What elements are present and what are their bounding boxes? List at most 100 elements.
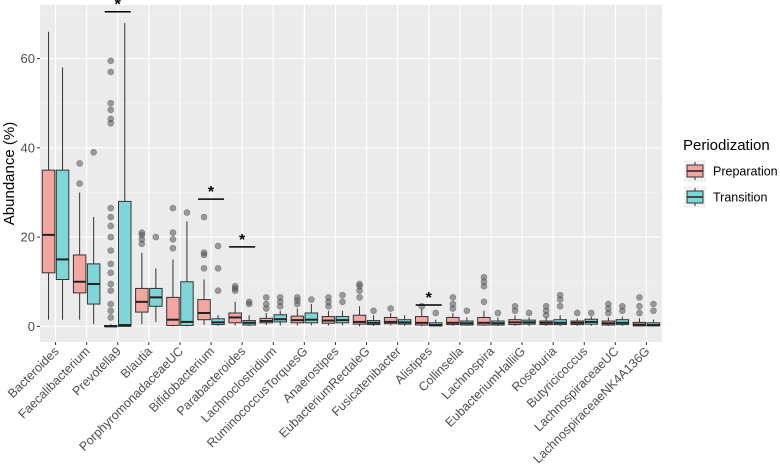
outlier-point — [107, 106, 115, 114]
box-group — [601, 300, 616, 326]
outlier-point — [511, 302, 519, 310]
box-group — [228, 282, 242, 326]
box-group — [335, 291, 350, 326]
box-iqr — [352, 314, 367, 325]
box-group — [429, 309, 443, 327]
legend-title: Periodization — [683, 137, 770, 154]
outlier-point — [650, 300, 657, 308]
significance-star: * — [426, 290, 433, 307]
outlier-point — [370, 307, 377, 315]
y-tick-label: 40 — [21, 140, 35, 155]
outlier-point — [636, 309, 643, 317]
outlier-point — [107, 247, 115, 254]
box-group — [383, 305, 398, 326]
box-group — [646, 300, 661, 327]
box-group — [366, 307, 381, 326]
outlier-point — [449, 300, 457, 308]
box-iqr — [135, 287, 149, 313]
outlier-point — [245, 298, 253, 306]
outlier-point — [107, 115, 115, 123]
box-iqr — [180, 281, 194, 326]
outlier-point — [90, 148, 97, 156]
outlier-point — [463, 307, 471, 315]
outlier-point — [107, 314, 115, 321]
y-tick-label: 20 — [21, 230, 35, 245]
box-group — [584, 309, 598, 326]
box-group — [446, 294, 460, 326]
outlier-point — [449, 294, 457, 301]
outlier-point — [200, 213, 208, 221]
outlier-point — [107, 68, 115, 76]
box-group — [55, 67, 70, 320]
box-iqr — [41, 169, 56, 274]
box-iqr — [304, 312, 319, 324]
box-group — [570, 309, 584, 326]
box-group — [632, 294, 647, 327]
outlier-point — [542, 302, 550, 310]
box-group — [180, 209, 194, 327]
box-group — [321, 294, 336, 326]
box-iqr — [383, 316, 398, 325]
box-iqr — [72, 254, 87, 294]
outlier-point — [200, 265, 208, 272]
outlier-point — [107, 269, 115, 277]
outlier-point — [339, 298, 346, 306]
y-tick-label: 60 — [21, 51, 35, 66]
outlier-point — [525, 309, 533, 317]
box-group — [553, 291, 567, 326]
outlier-point — [636, 302, 643, 310]
outlier-point — [276, 294, 284, 301]
outlier-point — [138, 229, 146, 236]
outlier-point — [107, 57, 115, 65]
outlier-point — [573, 309, 581, 317]
box-group — [352, 280, 367, 327]
box-group — [41, 31, 56, 320]
outlier-point — [605, 300, 612, 308]
outlier-point — [494, 309, 502, 317]
outlier-point — [339, 291, 346, 299]
box-group — [477, 273, 491, 326]
outlier-point — [480, 298, 488, 306]
legend-item-transition: Transition — [684, 186, 767, 208]
box-group — [539, 302, 553, 326]
box-group — [491, 309, 505, 326]
box-group — [211, 242, 225, 326]
box-group — [304, 296, 319, 326]
box-group — [166, 204, 180, 327]
outlier-point — [587, 309, 595, 317]
legend-item-preparation: Preparation — [684, 160, 778, 182]
box-iqr — [197, 299, 211, 321]
outlier-point — [214, 287, 222, 294]
outlier-point — [636, 294, 643, 301]
outlier-point — [76, 160, 83, 167]
outlier-point — [107, 287, 115, 294]
outlier-point — [262, 294, 270, 301]
outlier-point — [356, 280, 363, 288]
outlier-point — [294, 294, 301, 301]
significance-star: * — [239, 232, 246, 249]
outlier-point — [387, 305, 394, 312]
outlier-point — [76, 180, 83, 187]
outlier-point — [107, 213, 115, 221]
outlier-point — [231, 282, 239, 290]
box-iqr — [446, 316, 460, 326]
outlier-point — [107, 233, 115, 241]
box-group — [259, 294, 273, 326]
outlier-point — [107, 222, 115, 230]
outlier-point — [200, 249, 208, 257]
box-group — [397, 315, 412, 326]
box-group — [508, 302, 522, 326]
outlier-point — [418, 302, 426, 310]
box-group — [290, 294, 305, 326]
outlier-point — [556, 291, 564, 299]
outlier-point — [556, 302, 564, 310]
box-group — [522, 309, 536, 326]
outlier-point — [325, 294, 332, 301]
outlier-point — [214, 265, 222, 272]
x-axis: BacteroidesFaecalibacteriumPrevotella9Bl… — [5, 342, 653, 466]
outlier-point — [107, 307, 115, 315]
box-iqr — [55, 169, 70, 281]
box-group — [273, 294, 287, 326]
box-group — [86, 148, 101, 325]
outlier-point — [214, 242, 222, 250]
